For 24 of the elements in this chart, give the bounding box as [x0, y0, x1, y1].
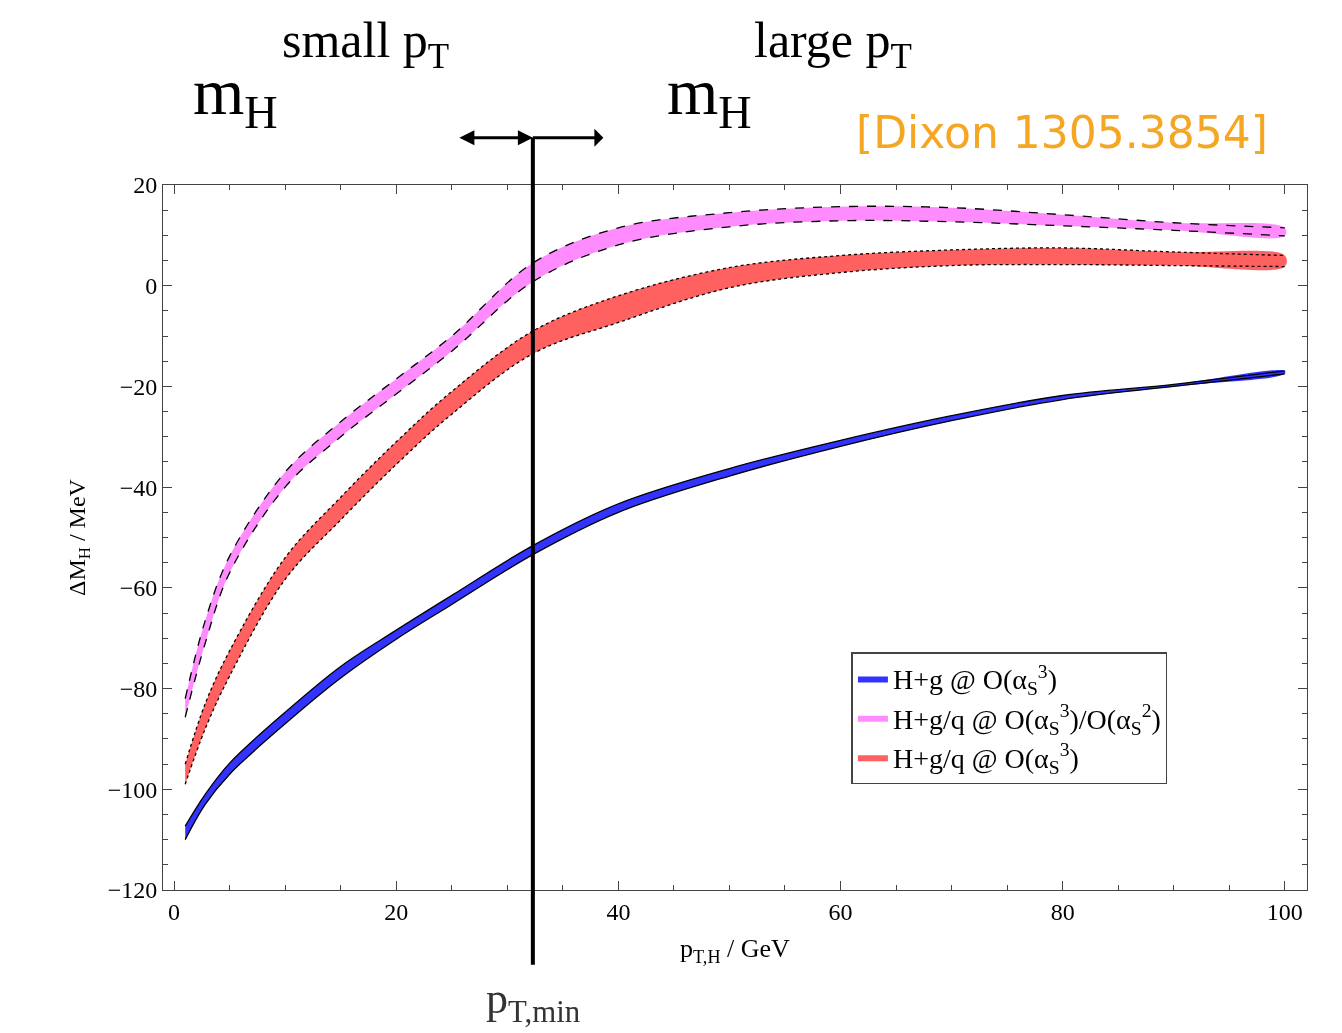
text: large p$_{T}$	[754, 12, 912, 76]
x-tick-label: 60	[828, 898, 853, 925]
y-tick-label: −40	[119, 474, 158, 501]
legend-label: H+g/q @ O(α$_{S}$$^{3}$)	[892, 739, 1079, 779]
text: m$_{H}$	[193, 55, 278, 138]
x-axis-title: p$_{T,H}$ / GeV	[680, 934, 791, 967]
x-tick-label: 20	[384, 898, 409, 925]
x-tick-label: 80	[1050, 898, 1075, 925]
legend-label: H+g @ O(α$_{S}$$^{3}$)	[892, 660, 1057, 700]
y-tick-label: −120	[107, 877, 158, 904]
ref-line-label: p$_{T,min}$	[486, 974, 581, 1030]
text: m$_{H}$	[667, 55, 752, 138]
text: [Dixon 1305.3854]	[856, 107, 1268, 158]
y-tick-label: −100	[107, 776, 158, 803]
y-tick-label: −80	[119, 675, 158, 702]
y-tick-label: 20	[133, 172, 158, 199]
x-tick-label: 100	[1266, 898, 1303, 925]
x-tick-label: 0	[168, 898, 181, 925]
y-tick-label: −60	[119, 575, 158, 602]
y-tick-label: 0	[145, 273, 158, 300]
x-tick-label: 40	[606, 898, 631, 925]
y-tick-label: −20	[119, 373, 158, 400]
text: small p$_{T}$	[282, 12, 450, 76]
legend-label: H+g/q @ O(α$_{S}$$^{3}$)/O(α$_{S}$$^{2}$)	[892, 700, 1161, 739]
